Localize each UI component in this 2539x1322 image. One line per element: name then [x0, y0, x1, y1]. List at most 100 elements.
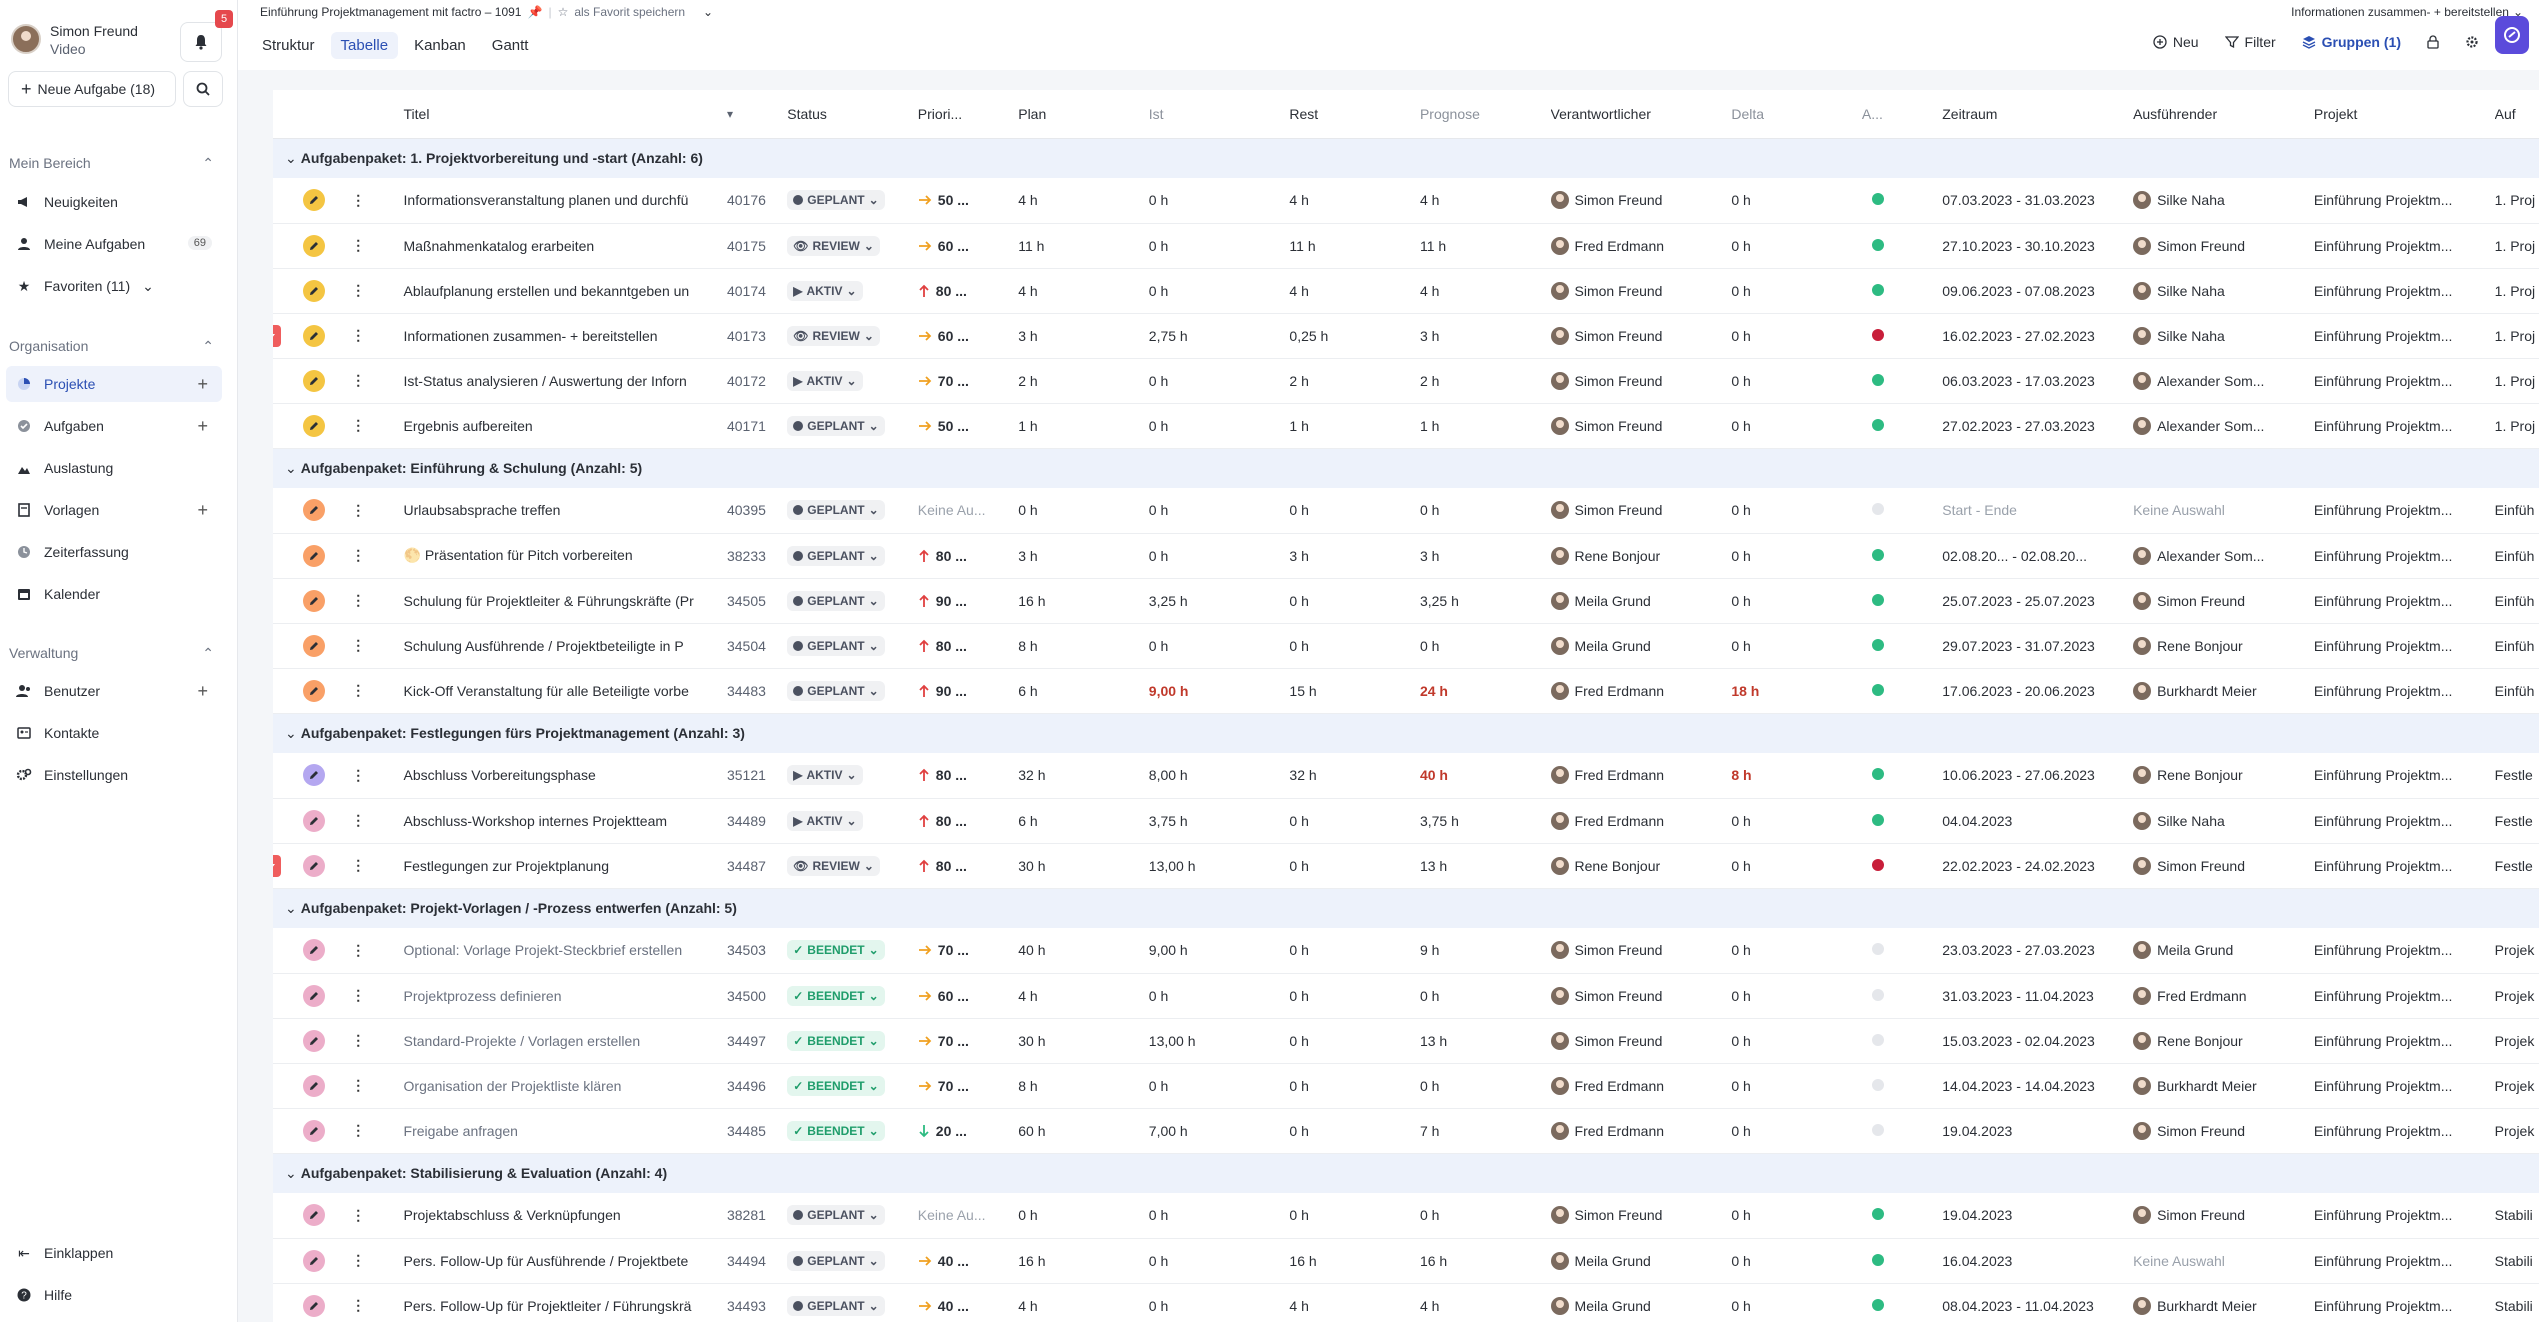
add-user-icon[interactable]: + — [197, 681, 208, 701]
collapse-sidebar-button[interactable]: ⇤ Einklappen — [6, 1235, 222, 1271]
plan-value[interactable]: 11 h — [1018, 223, 1149, 269]
status-dropdown[interactable]: GEPLANT ⌄ — [787, 415, 885, 436]
priority-cell[interactable]: 40 ... — [918, 1298, 1018, 1314]
more-options-icon[interactable]: ⋮ — [351, 1297, 366, 1313]
executor-person[interactable]: Burkhardt Meier — [2133, 681, 2314, 700]
task-title[interactable]: Festlegungen zur Projektplanung — [403, 857, 609, 874]
date-range[interactable]: 29.07.2023 - 31.07.2023 — [1942, 623, 2134, 669]
date-range[interactable]: 27.10.2023 - 30.10.2023 — [1942, 223, 2134, 269]
plan-value[interactable]: 4 h — [1018, 268, 1149, 314]
star-outline-icon[interactable]: ☆ — [557, 5, 569, 19]
chevron-up-icon[interactable]: ⌃ — [202, 338, 214, 354]
date-range[interactable]: 14.04.2023 - 14.04.2023 — [1942, 1063, 2134, 1109]
table-row[interactable]: ⋮ Abschluss Vorbereitungsphase 35121 ▶ AKTIV… — [273, 753, 2539, 799]
executor-empty[interactable]: Keine Auswahl — [2133, 502, 2225, 519]
rest-value[interactable]: 0 h — [1289, 1063, 1420, 1109]
settings-button[interactable] — [2465, 35, 2479, 49]
status-dropdown[interactable]: 👁 REVIEW ⌄ — [787, 855, 880, 876]
date-range[interactable]: 22.02.2023 - 24.02.2023 — [1942, 843, 2134, 889]
responsible-person[interactable]: Meila Grund — [1550, 1251, 1732, 1270]
date-range[interactable]: 15.03.2023 - 02.04.2023 — [1942, 1018, 2134, 1064]
work-package-name[interactable]: 1. Proj — [2494, 313, 2539, 359]
work-package-name[interactable]: 1. Proj — [2494, 358, 2539, 404]
responsible-person[interactable]: Simon Freund — [1550, 1206, 1732, 1225]
sidebar-item-benutzer[interactable]: Benutzer + — [6, 673, 222, 709]
status-dropdown[interactable]: ✓ BEENDET ⌄ — [787, 940, 885, 961]
responsible-person[interactable]: Meila Grund — [1550, 636, 1732, 655]
project-name[interactable]: Einführung Projektm... — [2313, 623, 2495, 669]
date-range[interactable]: 06.03.2023 - 17.03.2023 — [1942, 358, 2134, 404]
date-range[interactable]: 25.07.2023 - 25.07.2023 — [1942, 578, 2134, 624]
pencil-icon[interactable] — [303, 324, 326, 347]
project-name[interactable]: Einführung Projektm... — [2313, 1193, 2495, 1239]
groups-button[interactable]: Gruppen (1) — [2302, 34, 2401, 50]
project-name[interactable]: Einführung Projektm... — [2313, 488, 2495, 534]
rest-value[interactable]: 0 h — [1289, 798, 1420, 844]
rest-value[interactable]: 11 h — [1289, 223, 1420, 269]
project-name[interactable]: Einführung Projektm... — [2313, 843, 2495, 889]
group-header-row[interactable]: ⌄ Aufgabenpaket: Projekt-Vorlagen / -Proz… — [273, 888, 2539, 928]
task-title[interactable]: Standard-Projekte / Vorlagen erstellen — [403, 1032, 641, 1049]
sidebar-item-aufgaben[interactable]: Aufgaben + — [6, 408, 222, 444]
search-button[interactable] — [183, 71, 223, 107]
pencil-icon[interactable] — [303, 189, 326, 212]
executor-person[interactable]: Burkhardt Meier — [2133, 1076, 2314, 1095]
pencil-icon[interactable] — [303, 634, 326, 657]
table-row[interactable]: ⋮ Ablaufplanung erstellen und bekanntgebe… — [273, 268, 2539, 314]
responsible-person[interactable]: Fred Erdmann — [1550, 1121, 1732, 1140]
date-range[interactable]: 31.03.2023 - 11.04.2023 — [1942, 973, 2134, 1019]
executor-person[interactable]: Simon Freund — [2133, 591, 2314, 610]
status-dropdown[interactable]: GEPLANT ⌄ — [787, 500, 885, 521]
work-package-name[interactable]: Projek — [2494, 928, 2539, 974]
table-row[interactable]: ⋮ Ist-Status analysieren / Auswertung der… — [273, 358, 2539, 404]
plan-value[interactable]: 3 h — [1018, 313, 1149, 359]
rest-value[interactable]: 0,25 h — [1289, 313, 1420, 359]
more-options-icon[interactable]: ⋮ — [351, 637, 366, 653]
responsible-person[interactable]: Meila Grund — [1550, 591, 1732, 610]
pencil-icon[interactable] — [303, 854, 326, 877]
pencil-icon[interactable] — [303, 679, 326, 702]
task-title[interactable]: Organisation der Projektliste klären — [403, 1077, 622, 1094]
column-header-status[interactable]: Status — [787, 90, 918, 139]
rest-value[interactable]: 15 h — [1289, 668, 1420, 714]
rest-value[interactable]: 0 h — [1289, 1108, 1420, 1154]
responsible-person[interactable]: Rene Bonjour — [1550, 856, 1732, 875]
project-name[interactable]: Einführung Projektm... — [2313, 1108, 2495, 1154]
more-options-icon[interactable]: ⋮ — [351, 1122, 366, 1138]
tab-kanban[interactable]: Kanban — [414, 37, 466, 54]
pencil-icon[interactable] — [303, 809, 326, 832]
plan-value[interactable]: 0 h — [1018, 488, 1149, 534]
rest-value[interactable]: 0 h — [1289, 928, 1420, 974]
task-title[interactable]: Ergebnis aufbereiten — [403, 417, 533, 434]
work-package-name[interactable]: Stabili — [2494, 1193, 2539, 1239]
more-options-icon[interactable]: ⋮ — [351, 1252, 366, 1268]
project-name[interactable]: Einführung Projektm... — [2313, 178, 2495, 224]
rest-value[interactable]: 16 h — [1289, 1238, 1420, 1284]
table-row[interactable]: ⋮ Abschluss-Workshop internes Projektteam… — [273, 798, 2539, 844]
assistant-button[interactable] — [2495, 16, 2529, 54]
group-header-row[interactable]: ⌄ Aufgabenpaket: 1. Projektvorbereitung u… — [273, 138, 2539, 178]
table-row[interactable]: ⋮ Optional: Vorlage Projekt-Steckbrief er… — [273, 928, 2539, 974]
pencil-icon[interactable] — [303, 1294, 326, 1317]
chevron-up-icon[interactable]: ⌃ — [202, 155, 214, 171]
priority-cell[interactable]: 50 ... — [918, 418, 1018, 434]
sort-chevron-icon[interactable]: ▾ — [726, 90, 788, 139]
tab-struktur[interactable]: Struktur — [262, 37, 315, 54]
work-package-name[interactable]: Festle — [2494, 753, 2539, 799]
status-dropdown[interactable]: ✓ BEENDET ⌄ — [787, 1030, 885, 1051]
work-package-name[interactable]: Einfüh — [2494, 578, 2539, 624]
rest-value[interactable]: 0 h — [1289, 623, 1420, 669]
executor-person[interactable]: Silke Naha — [2133, 811, 2314, 830]
column-header-prioritaet[interactable]: Priori... — [917, 90, 1019, 139]
executor-person[interactable]: Rene Bonjour — [2133, 766, 2314, 785]
rest-value[interactable]: 3 h — [1289, 533, 1420, 579]
plan-value[interactable]: 6 h — [1018, 798, 1149, 844]
responsible-person[interactable]: Simon Freund — [1550, 326, 1732, 345]
responsible-person[interactable]: Simon Freund — [1550, 371, 1732, 390]
work-package-name[interactable]: Einfüh — [2494, 668, 2539, 714]
chevron-up-icon[interactable]: ⌃ — [202, 645, 214, 661]
rest-value[interactable]: 0 h — [1289, 843, 1420, 889]
rest-value[interactable]: 0 h — [1289, 488, 1420, 534]
table-row[interactable]: ⋮ Maßnahmenkatalog erarbeiten 40175 👁 REVIEW… — [273, 223, 2539, 269]
status-dropdown[interactable]: GEPLANT ⌄ — [787, 190, 885, 211]
